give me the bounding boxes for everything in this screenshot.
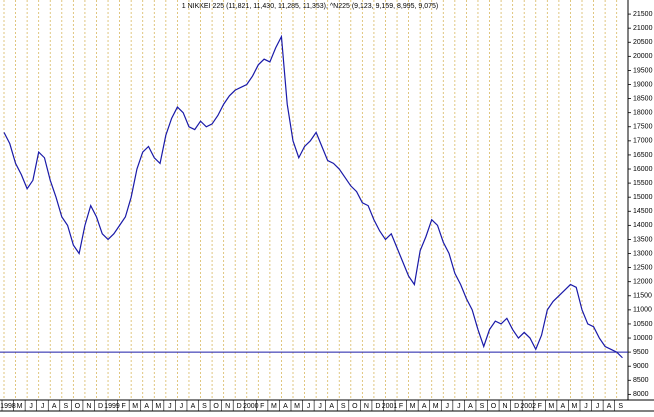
x-tick-label: N — [503, 403, 508, 410]
y-tick-label: 18000 — [633, 110, 653, 117]
x-tick-label: A — [191, 403, 196, 410]
x-tick-label: N — [86, 403, 91, 410]
y-tick-label: 9000 — [633, 363, 649, 370]
x-tick-label: D — [514, 403, 519, 410]
y-tick-label: 17000 — [633, 138, 653, 145]
x-tick-label: A — [52, 403, 57, 410]
x-tick-label: A — [561, 403, 566, 410]
x-tick-label: A — [329, 403, 334, 410]
y-tick-label: 8000 — [633, 391, 649, 398]
x-tick-label: F — [538, 403, 542, 410]
y-tick-label: 16000 — [633, 166, 653, 173]
x-tick-label: J — [41, 403, 45, 410]
x-tick-label: O — [213, 403, 219, 410]
y-tick-label: 19500 — [633, 67, 653, 74]
y-tick-label: 14500 — [633, 208, 653, 215]
price-line — [3, 34, 623, 359]
y-tick-label: 14000 — [633, 222, 653, 229]
y-tick-label: 12500 — [633, 264, 653, 271]
x-tick-label: M — [433, 403, 439, 410]
y-tick-label: 17500 — [633, 124, 653, 131]
y-tick-label: 9500 — [633, 349, 649, 356]
x-tick-label: M — [294, 403, 300, 410]
x-tick-label: O — [75, 403, 81, 410]
x-tick-label: 2001 — [382, 403, 398, 410]
y-tick-label: 15500 — [633, 180, 653, 187]
x-tick-label: 1999 — [104, 403, 120, 410]
x-tick-label: M — [155, 403, 161, 410]
x-tick-label: D — [98, 403, 103, 410]
x-tick-label: F — [121, 403, 125, 410]
x-tick-label: J — [29, 403, 33, 410]
y-tick-label: 13500 — [633, 236, 653, 243]
x-tick-label: 2002 — [520, 403, 536, 410]
y-tick-label: 18500 — [633, 95, 653, 102]
x-tick-label: S — [202, 403, 207, 410]
x-tick-label: N — [364, 403, 369, 410]
y-tick-label: 21000 — [633, 25, 653, 32]
y-tick-label: 16500 — [633, 152, 653, 159]
x-tick-label: S — [480, 403, 485, 410]
x-tick-label: M — [271, 403, 277, 410]
y-tick-label: 10000 — [633, 335, 653, 342]
x-tick-label: F — [260, 403, 264, 410]
x-tick-label: N — [225, 403, 230, 410]
y-tick-label: 10500 — [633, 321, 653, 328]
x-tick-label: 2000 — [243, 403, 259, 410]
x-tick-label: A — [468, 403, 473, 410]
y-tick-label: 13000 — [633, 250, 653, 257]
x-tick-label: F — [399, 403, 403, 410]
x-tick-label: S — [341, 403, 346, 410]
x-tick-label: M — [17, 403, 23, 410]
x-tick-label: O — [491, 403, 497, 410]
x-tick-label: S — [618, 403, 623, 410]
x-tick-label: J — [446, 403, 450, 410]
chart-title: 1 NIKKEI 225 (11,821, 11,430, 11,285, 11… — [182, 3, 439, 10]
x-tick-label: 1998 — [0, 403, 16, 410]
x-tick-label: A — [144, 403, 149, 410]
y-tick-label: 12000 — [633, 279, 653, 286]
x-tick-label: J — [168, 403, 172, 410]
x-tick-label: D — [237, 403, 242, 410]
x-tick-label: M — [572, 403, 578, 410]
x-tick-label: J — [307, 403, 311, 410]
x-tick-label: J — [457, 403, 461, 410]
y-tick-label: 15000 — [633, 194, 653, 201]
y-tick-label: 11500 — [633, 293, 652, 300]
y-tick-label: 19000 — [633, 81, 653, 88]
x-tick-label: A — [283, 403, 288, 410]
x-tick-label: M — [132, 403, 138, 410]
x-tick-label: M — [410, 403, 416, 410]
y-tick-label: 20000 — [633, 53, 653, 60]
x-tick-label: S — [63, 403, 68, 410]
x-tick-label: O — [352, 403, 358, 410]
y-tick-label: 11000 — [633, 307, 652, 314]
y-tick-label: 20500 — [633, 39, 653, 46]
y-tick-label: 8500 — [633, 377, 649, 384]
x-tick-label: J — [584, 403, 588, 410]
x-tick-label: D — [375, 403, 380, 410]
x-tick-label: J — [596, 403, 600, 410]
x-tick-label: J — [180, 403, 184, 410]
y-tick-label: 21500 — [633, 11, 653, 18]
x-tick-label: J — [318, 403, 322, 410]
x-tick-label: A — [422, 403, 427, 410]
x-tick-label: M — [548, 403, 554, 410]
x-tick-label: A — [607, 403, 612, 410]
